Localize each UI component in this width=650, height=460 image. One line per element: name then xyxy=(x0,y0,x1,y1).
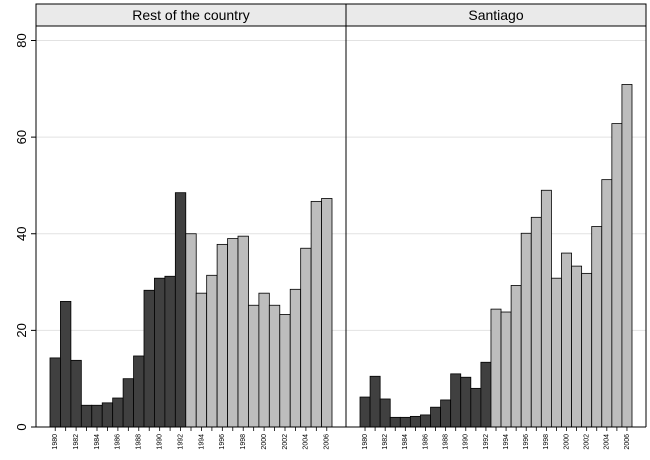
y-tick-label: 0 xyxy=(14,423,29,430)
bar xyxy=(101,402,114,428)
panel-title: Rest of the country xyxy=(132,7,250,23)
bar xyxy=(258,292,270,428)
bar xyxy=(621,84,633,428)
x-tick-label: 1992 xyxy=(177,434,184,450)
bar xyxy=(174,192,187,428)
bar xyxy=(321,198,333,428)
x-tick-label: 2002 xyxy=(282,434,289,450)
bar xyxy=(359,396,371,428)
x-tick-label: 1992 xyxy=(483,434,490,450)
bar xyxy=(237,235,249,428)
bar xyxy=(530,216,542,428)
y-tick-label: 60 xyxy=(14,130,29,144)
x-tick-label: 1982 xyxy=(382,434,389,450)
bar xyxy=(80,404,93,428)
x-tick-label: 1994 xyxy=(503,434,510,450)
bar xyxy=(122,378,134,428)
bar xyxy=(154,277,166,428)
bar xyxy=(300,247,312,428)
bar xyxy=(268,304,281,428)
x-tick-label: 2000 xyxy=(563,434,570,450)
bar xyxy=(112,397,124,428)
x-tick-label: 1980 xyxy=(362,434,369,450)
x-tick-label: 2004 xyxy=(303,434,310,450)
bar xyxy=(420,414,431,428)
bar xyxy=(490,308,502,428)
bar xyxy=(611,123,623,428)
bar xyxy=(185,233,197,428)
y-tick-label: 20 xyxy=(14,323,29,337)
x-tick-label: 2002 xyxy=(584,434,591,450)
bar xyxy=(399,416,411,428)
x-tick-label: 1980 xyxy=(52,434,59,450)
x-tick-label: 2006 xyxy=(624,434,631,450)
bar xyxy=(409,415,421,428)
x-tick-label: 1988 xyxy=(136,434,143,450)
x-tick-label: 2000 xyxy=(261,434,268,450)
bar xyxy=(248,304,260,428)
panel-title: Santiago xyxy=(468,7,523,23)
bar xyxy=(206,274,218,428)
bar xyxy=(70,359,82,428)
bar xyxy=(440,399,452,428)
bar xyxy=(133,355,145,428)
x-tick-label: 1986 xyxy=(422,434,429,450)
x-tick-label: 2006 xyxy=(324,434,331,450)
bar xyxy=(227,238,239,428)
x-tick-label: 1984 xyxy=(402,434,409,450)
bar xyxy=(91,404,103,428)
bar xyxy=(581,272,593,428)
bar xyxy=(289,288,302,428)
bar xyxy=(430,406,441,428)
bar xyxy=(591,226,603,428)
bar xyxy=(540,189,552,428)
bar xyxy=(164,275,176,428)
x-tick-label: 1986 xyxy=(115,434,122,450)
y-tick-label: 80 xyxy=(14,33,29,47)
bar xyxy=(500,311,512,428)
bar xyxy=(561,252,572,428)
bar xyxy=(470,387,482,428)
y-tick-label: 40 xyxy=(14,227,29,241)
bar xyxy=(450,373,462,428)
bar xyxy=(279,314,291,428)
x-tick-label: 1990 xyxy=(463,434,470,450)
bar xyxy=(143,289,155,428)
x-tick-label: 1990 xyxy=(157,434,164,450)
x-tick-label: 1996 xyxy=(219,434,226,450)
x-tick-label: 1998 xyxy=(543,434,550,450)
bar xyxy=(480,361,492,428)
bar xyxy=(571,265,583,428)
panel-header xyxy=(345,3,647,27)
x-tick-label: 1994 xyxy=(198,434,205,450)
x-tick-label: 2004 xyxy=(604,434,611,450)
x-tick-label: 1982 xyxy=(73,434,80,450)
bar xyxy=(389,416,401,428)
bar xyxy=(379,398,391,428)
x-tick-label: 1984 xyxy=(94,434,101,450)
bar xyxy=(310,200,322,428)
bar xyxy=(369,375,381,428)
bar xyxy=(510,285,522,428)
bar xyxy=(195,292,208,428)
x-tick-label: 1998 xyxy=(240,434,247,450)
bar xyxy=(60,300,72,428)
bar xyxy=(551,277,562,428)
bar xyxy=(520,232,532,428)
bar xyxy=(601,179,613,428)
bar xyxy=(49,357,61,428)
x-tick-label: 1988 xyxy=(442,434,449,450)
bar xyxy=(460,376,472,428)
bar xyxy=(216,243,228,428)
x-tick-label: 1996 xyxy=(523,434,530,450)
